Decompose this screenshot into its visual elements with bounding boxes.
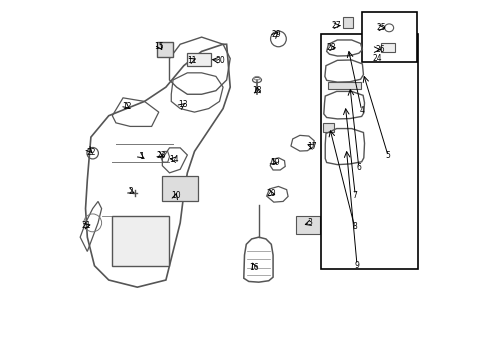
Text: 23: 23 bbox=[157, 151, 166, 160]
Bar bbox=[361, 12, 416, 62]
Bar bbox=[187, 53, 210, 66]
Text: 28: 28 bbox=[325, 43, 335, 52]
Text: 22: 22 bbox=[87, 148, 96, 157]
Text: 9: 9 bbox=[354, 261, 359, 270]
Bar bbox=[380, 43, 394, 52]
Text: 30: 30 bbox=[215, 56, 224, 65]
Text: 14: 14 bbox=[169, 155, 178, 164]
Bar bbox=[342, 18, 353, 28]
Text: 7: 7 bbox=[352, 190, 357, 199]
Text: 3: 3 bbox=[307, 219, 312, 228]
Text: 13: 13 bbox=[178, 100, 187, 109]
Text: 2: 2 bbox=[128, 187, 133, 196]
Text: 25: 25 bbox=[375, 23, 385, 32]
Text: 1: 1 bbox=[139, 152, 144, 161]
Text: 11: 11 bbox=[186, 56, 196, 65]
Text: 24: 24 bbox=[372, 54, 382, 63]
Text: 21: 21 bbox=[81, 221, 91, 230]
Text: 26: 26 bbox=[375, 45, 384, 54]
Text: 19: 19 bbox=[269, 158, 279, 167]
Bar bbox=[321, 33, 417, 269]
Text: 18: 18 bbox=[252, 86, 262, 95]
Text: 29: 29 bbox=[270, 30, 280, 39]
Text: 6: 6 bbox=[356, 163, 361, 172]
Bar bbox=[157, 42, 173, 57]
Text: 10: 10 bbox=[171, 190, 181, 199]
Bar bbox=[296, 216, 319, 234]
Bar bbox=[112, 216, 169, 266]
Bar bbox=[162, 176, 198, 202]
Text: 5: 5 bbox=[385, 151, 390, 160]
Text: 17: 17 bbox=[306, 141, 316, 150]
Bar bbox=[335, 44, 346, 53]
Text: 15: 15 bbox=[154, 41, 164, 50]
Bar bbox=[323, 123, 333, 132]
Text: 4: 4 bbox=[359, 106, 364, 115]
Bar bbox=[328, 82, 360, 89]
Text: 20: 20 bbox=[266, 189, 276, 198]
Text: 16: 16 bbox=[249, 263, 259, 272]
Text: 8: 8 bbox=[351, 222, 356, 231]
Text: 27: 27 bbox=[331, 21, 341, 30]
Text: 12: 12 bbox=[122, 102, 132, 111]
